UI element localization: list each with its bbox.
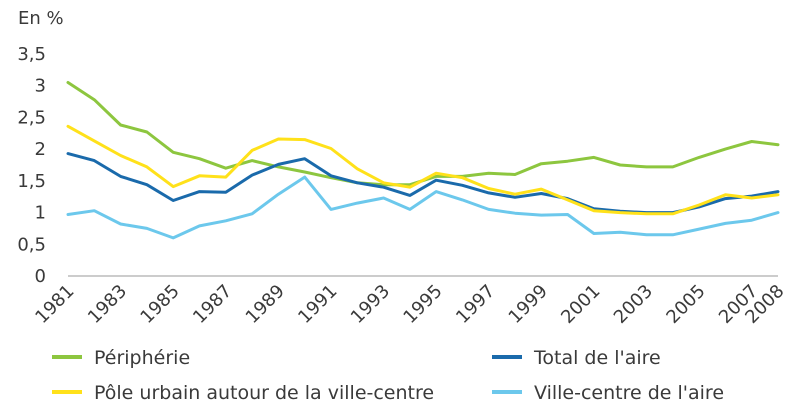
y-tick-label: 0,5 (17, 234, 46, 255)
y-tick-label: 2 (35, 139, 46, 160)
x-tick-labels: 1981 1983 1985 1987 1989 1991 1993 1995 1997 1999… (31, 281, 788, 328)
y-tick-label: 0 (35, 266, 46, 287)
series-lines (66, 81, 780, 240)
legend-label: Pôle urbain autour de la ville-centre (94, 382, 434, 404)
legend-label: Ville-centre de l'aire (534, 382, 724, 404)
legend-label: Périphérie (94, 347, 190, 369)
x-tick-label: 1995 (399, 281, 446, 328)
y-tick-label: 2,5 (17, 107, 46, 128)
legend-label: Total de l'aire (533, 347, 661, 369)
x-tick-label: 1991 (294, 281, 341, 328)
series-line (66, 124, 780, 216)
y-tick-label: 1 (35, 203, 46, 224)
x-tick-label: 1999 (505, 281, 552, 328)
x-tick-label: 1981 (31, 281, 78, 328)
legend: Périphérie Total de l'aire Pôle urbain aut… (52, 347, 724, 404)
y-axis-label: En % (18, 8, 64, 29)
y-tick-label: 1,5 (17, 171, 46, 192)
x-tick-label: 1983 (84, 281, 131, 328)
series-line (66, 152, 780, 215)
y-tick-label: 3 (35, 76, 46, 97)
y-tick-labels: 0 0,5 1 1,5 2 2,5 3 3,5 (17, 44, 46, 287)
x-tick-label: 1989 (242, 281, 289, 328)
x-tick-label: 1997 (452, 281, 499, 328)
x-tick-label: 1987 (189, 281, 236, 328)
x-tick-label: 2001 (557, 281, 604, 328)
x-tick-label: 1985 (136, 281, 183, 328)
x-tick-label: 1993 (347, 281, 394, 328)
y-tick-label: 3,5 (17, 44, 46, 65)
x-tick-label: 2005 (662, 281, 709, 328)
series-line (66, 81, 780, 187)
x-tick-label: 2003 (610, 281, 657, 328)
series-line (66, 175, 780, 240)
